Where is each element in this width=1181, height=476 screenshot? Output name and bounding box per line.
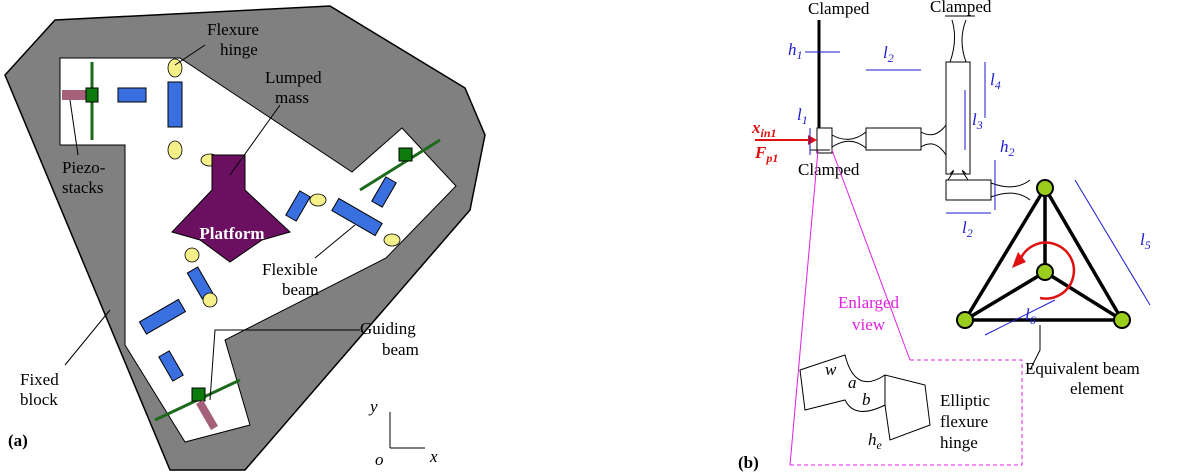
text-part: 6 (1030, 313, 1036, 327)
text-part: 5 (1145, 238, 1151, 252)
hinge (384, 234, 400, 246)
symbol: l3 (972, 110, 983, 132)
axis-label: x (429, 447, 438, 466)
label: Elliptic (940, 391, 991, 410)
arrowhead (808, 135, 817, 145)
label: Fixed (20, 370, 59, 389)
shape (957, 312, 973, 328)
hinge (168, 141, 182, 159)
label: Clamped (930, 0, 992, 16)
panel-label: (a) (8, 431, 28, 450)
label: hinge (940, 433, 978, 452)
text-part: 3 (976, 118, 983, 132)
label: view (852, 315, 886, 334)
beam (168, 82, 182, 127)
label: Lumped (265, 68, 322, 87)
panel-a: Platform Flexure hinge Lumped mass Piezo… (5, 6, 485, 470)
label: beam (382, 340, 419, 359)
hinge (185, 248, 199, 262)
label: Clamped (798, 160, 860, 179)
label: Guiding (360, 319, 416, 338)
symbol: l2 (962, 218, 973, 240)
symbol: b (862, 390, 871, 409)
text-part: h (868, 430, 877, 449)
text-part: in1 (761, 126, 777, 140)
figure: Platform Flexure hinge Lumped mass Piezo… (0, 0, 1181, 476)
label: Piezo- (62, 158, 106, 177)
text-part: h (788, 40, 797, 59)
dimension (1075, 180, 1150, 305)
text-part: h (1000, 137, 1009, 156)
leader (65, 310, 110, 365)
label: hinge (220, 40, 258, 59)
label: Flexure (207, 20, 259, 39)
symbol: he (868, 430, 883, 452)
block (817, 128, 832, 153)
panel-label: (b) (738, 453, 759, 472)
shape (790, 150, 818, 465)
text-part: e (877, 438, 883, 452)
text-part: 4 (995, 78, 1001, 92)
symbol: l5 (1140, 230, 1151, 252)
text-part: F (754, 143, 767, 162)
hinge (310, 194, 326, 206)
block (399, 148, 412, 161)
symbol: h1 (788, 40, 803, 62)
beam (866, 128, 921, 150)
shape (1045, 188, 1122, 320)
label: block (20, 390, 58, 409)
symbol: l4 (990, 70, 1001, 92)
beam (946, 62, 970, 174)
label: beam (282, 280, 319, 299)
label: Clamped (808, 0, 870, 18)
label: element (1070, 379, 1124, 398)
label: Flexible (262, 260, 318, 279)
label: Equivalent beam (1025, 359, 1140, 378)
text-part: 1 (802, 113, 808, 127)
symbol: Fp1 (754, 143, 778, 165)
text-part: 2 (967, 226, 973, 240)
label: stacks (62, 178, 104, 197)
label: Enlarged (838, 293, 900, 312)
shape (965, 188, 1045, 320)
label: mass (275, 88, 309, 107)
shape (1037, 180, 1053, 196)
shape (1114, 312, 1130, 328)
symbol: l6 (1025, 305, 1036, 327)
block (192, 388, 205, 401)
symbol: a (848, 373, 857, 392)
text-part: 2 (1009, 145, 1015, 159)
text-part: 1 (797, 48, 803, 62)
panel-b: Clamped Clamped Clamped xin1 Fp1 h1 l2 l… (738, 0, 1151, 472)
platform-label: Platform (199, 224, 264, 243)
beam (118, 88, 146, 102)
symbol: h2 (1000, 137, 1015, 159)
symbol: l2 (883, 43, 894, 65)
text-part: x (751, 118, 761, 137)
text-part: 2 (888, 51, 894, 65)
axis-label: y (368, 397, 378, 416)
symbol: xin1 (751, 118, 777, 140)
symbol: l1 (797, 105, 808, 127)
label: flexure (940, 412, 988, 431)
block (86, 88, 98, 102)
beam-element (965, 188, 1122, 320)
hinge (203, 293, 217, 307)
beam (946, 180, 991, 200)
hinge (921, 125, 946, 155)
piezo (62, 90, 87, 100)
hinge (832, 132, 866, 148)
dimension (985, 300, 1055, 335)
text-part: p1 (765, 151, 778, 165)
axis-label: o (375, 450, 384, 469)
shape (1037, 264, 1053, 280)
hinge (991, 180, 1030, 200)
symbol: w (825, 360, 837, 379)
